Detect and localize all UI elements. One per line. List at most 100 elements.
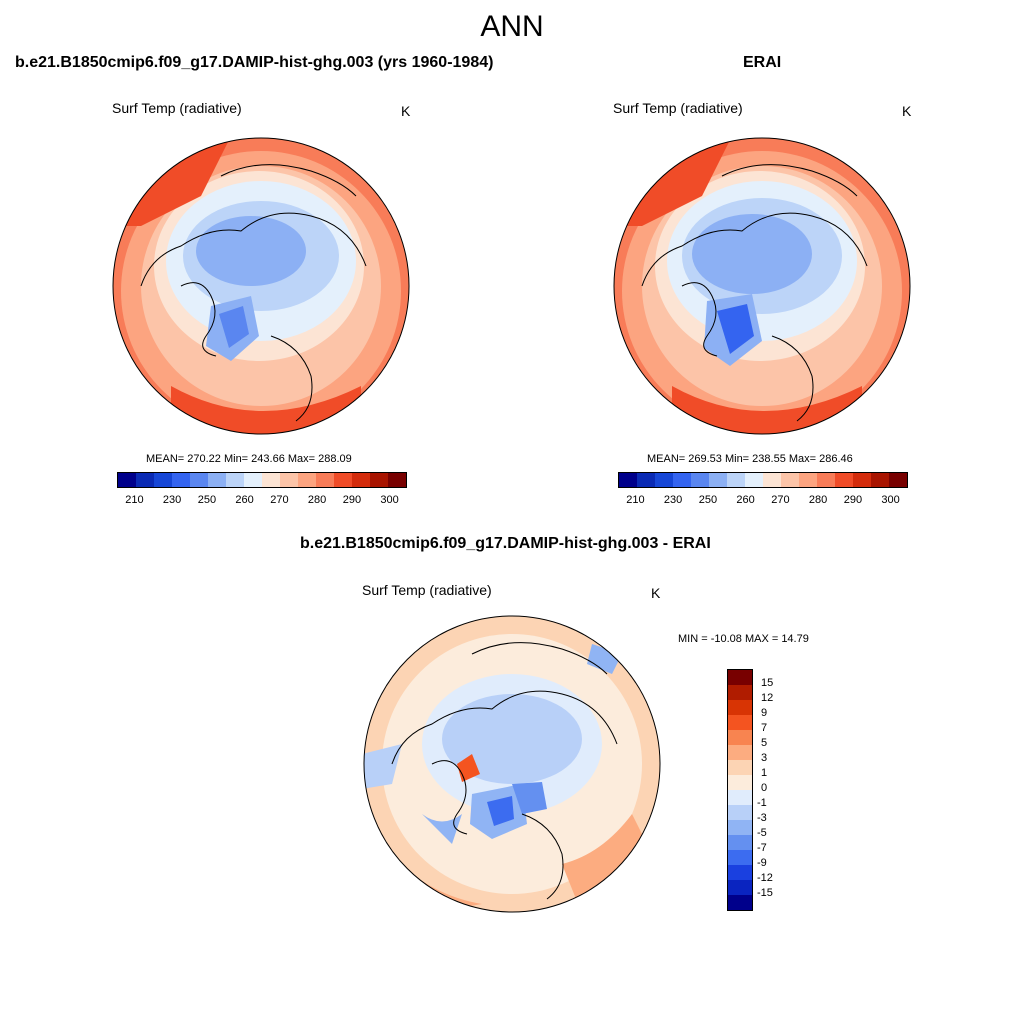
colorbar-box [728,820,752,835]
colorbar-box [118,473,136,487]
colorbar-tick-label: 230 [162,494,182,506]
colorbar-box [388,473,406,487]
panel-3-colorbar [727,669,753,911]
colorbar-tick-label: 290 [342,494,362,506]
panel-2-units: K [902,103,912,119]
panel-3-polar-map [363,615,661,913]
colorbar-box [728,805,752,820]
colorbar-box [244,473,262,487]
panel-2-polar-map [613,137,911,435]
colorbar-box [637,473,655,487]
colorbar-box [136,473,154,487]
panel-3-field-label: Surf Temp (radiative) [362,582,492,598]
panel-1-units: K [401,103,411,119]
colorbar-level-label: 1 [761,767,768,779]
colorbar-box [728,895,752,910]
colorbar-box [154,473,172,487]
panel-3-colorbar-labels: 15 12 9 7 5 3 1 0 -1 -3 -5 -7 -9 -12 -15 [757,669,801,911]
colorbar-tick-label: 250 [698,494,718,506]
colorbar-level-label: 7 [761,722,768,734]
colorbar-box [728,775,752,790]
colorbar-level-label: -1 [757,797,767,809]
colorbar-tick-label: 210 [125,494,144,506]
colorbar-box [728,745,752,760]
colorbar-tick-label: 210 [626,494,645,506]
colorbar-box [352,473,370,487]
colorbar-level-label: -7 [757,842,767,854]
panel-3-units: K [651,585,661,601]
colorbar-box [280,473,298,487]
colorbar-box [190,473,208,487]
colorbar-level-label: -12 [757,872,773,884]
colorbar-tick-label: 280 [307,494,327,506]
colorbar-box [745,473,763,487]
colorbar-tick-label: 290 [843,494,863,506]
panel-1-polar-map [112,137,410,435]
panel-2-colorbar [618,472,908,488]
colorbar-box [853,473,871,487]
colorbar-box [728,760,752,775]
colorbar-tick-label: 270 [270,494,289,506]
colorbar-box [172,473,190,487]
panel-2-title: ERAI [743,54,782,71]
panel-1-colorbar [117,472,407,488]
colorbar-box [673,473,691,487]
colorbar-tick-label: 250 [197,494,217,506]
colorbar-level-label: -9 [757,857,767,869]
colorbar-box [728,865,752,880]
colorbar-box [728,730,752,745]
season-title: ANN [480,10,544,43]
colorbar-box [781,473,799,487]
colorbar-box [262,473,280,487]
panel-1-colorbar-ticks: 210 230 250 260 270 280 290 300 [117,494,407,508]
colorbar-box [728,880,752,895]
panel-2-stats: MEAN= 269.53 Min= 238.55 Max= 286.46 [647,453,853,465]
colorbar-box [728,835,752,850]
colorbar-box [728,700,752,715]
colorbar-box [835,473,853,487]
panel-1-field-label: Surf Temp (radiative) [112,100,242,116]
colorbar-level-label: 0 [761,782,768,794]
colorbar-box [655,473,673,487]
colorbar-box [799,473,817,487]
colorbar-tick-label: 270 [771,494,790,506]
colorbar-box [728,670,752,685]
colorbar-box [817,473,835,487]
colorbar-box [728,715,752,730]
colorbar-box [728,685,752,700]
colorbar-level-label: 9 [761,707,768,719]
panel-3-title: b.e21.B1850cmip6.f09_g17.DAMIP-hist-ghg.… [300,535,711,552]
colorbar-box [370,473,388,487]
colorbar-box [298,473,316,487]
colorbar-box [889,473,907,487]
colorbar-box [208,473,226,487]
colorbar-box [691,473,709,487]
colorbar-box [619,473,637,487]
colorbar-tick-label: 300 [380,494,399,506]
colorbar-tick-label: 260 [736,494,755,506]
colorbar-tick-label: 280 [808,494,828,506]
panel-2-colorbar-ticks: 210 230 250 260 270 280 290 300 [618,494,908,508]
colorbar-box [763,473,781,487]
colorbar-level-label: -5 [757,827,767,839]
colorbar-box [728,790,752,805]
colorbar-level-label: 15 [761,677,774,689]
colorbar-box [334,473,352,487]
colorbar-box [226,473,244,487]
colorbar-box [316,473,334,487]
colorbar-level-label: 12 [761,692,774,704]
colorbar-box [728,850,752,865]
panel-2-field-label: Surf Temp (radiative) [613,100,743,116]
colorbar-level-label: -15 [757,887,773,899]
panel-1-stats: MEAN= 270.22 Min= 243.66 Max= 288.09 [146,453,352,465]
colorbar-tick-label: 300 [881,494,900,506]
panel-3-minmax: MIN = -10.08 MAX = 14.79 [678,633,809,645]
colorbar-box [709,473,727,487]
colorbar-tick-label: 230 [663,494,683,506]
colorbar-level-label: -3 [757,812,767,824]
colorbar-level-label: 3 [761,752,768,764]
colorbar-box [871,473,889,487]
colorbar-level-label: 5 [761,737,768,749]
colorbar-tick-label: 260 [235,494,254,506]
colorbar-box [727,473,745,487]
